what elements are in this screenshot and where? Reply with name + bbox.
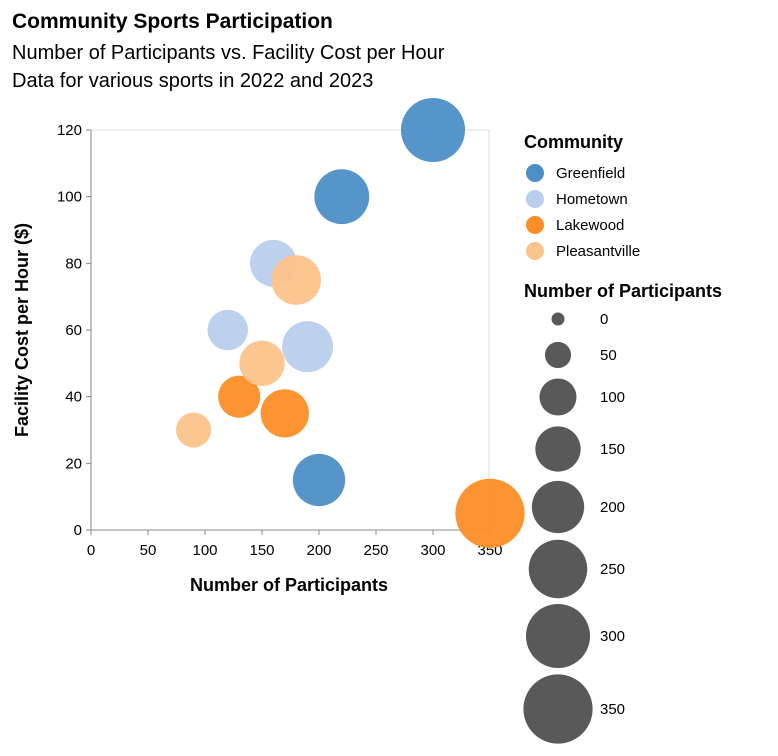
- chart-subtitle-line-1: Number of Participants vs. Facility Cost…: [12, 42, 445, 64]
- y-tick-label: 60: [65, 322, 82, 339]
- size-legend-symbol: [544, 341, 572, 369]
- point-lakewood: [455, 478, 525, 548]
- legend-label-hometown: Hometown: [556, 191, 628, 208]
- chart-subtitle-line-2: Data for various sports in 2022 and 2023: [12, 70, 373, 92]
- size-legend-label: 350: [600, 701, 625, 718]
- size-legend-label: 150: [600, 441, 625, 458]
- size-legend: 0 50 100 150 200 250 300 350: [523, 311, 625, 744]
- legend-swatch-greenfield: [526, 164, 544, 182]
- y-tick-label: 120: [57, 122, 82, 139]
- size-legend-symbol: [525, 603, 591, 669]
- x-tick-label: 250: [363, 542, 388, 559]
- legend-swatch-hometown: [526, 190, 544, 208]
- y-axis-title: Facility Cost per Hour ($): [12, 223, 32, 437]
- point-lakewood: [260, 389, 309, 438]
- color-legend-title: Community: [524, 132, 623, 152]
- size-legend-symbol: [535, 426, 581, 472]
- x-tick-label: 150: [249, 542, 274, 559]
- size-legend-symbol: [551, 312, 565, 326]
- chart-title: Community Sports Participation: [12, 10, 333, 33]
- y-tick-label: 20: [65, 455, 82, 472]
- y-tick-label: 40: [65, 389, 82, 406]
- point-pleasantville: [176, 412, 212, 448]
- x-tick-label: 200: [306, 542, 331, 559]
- point-greenfield: [292, 453, 346, 507]
- x-tick-label: 0: [87, 542, 95, 559]
- legend-label-pleasantville: Pleasantville: [556, 243, 640, 260]
- x-tick-label: 100: [192, 542, 217, 559]
- y-axis: 0 20 40 60 80 100 120: [57, 122, 92, 539]
- color-legend: Greenfield Hometown Lakewood Pleasantville: [526, 164, 640, 260]
- size-legend-label: 50: [600, 347, 617, 364]
- size-legend-label: 300: [600, 628, 625, 645]
- point-pleasantville: [239, 340, 285, 386]
- y-tick-label: 80: [65, 255, 82, 272]
- x-axis: 0 50 100 150 200 250 300 350: [87, 529, 503, 559]
- size-legend-symbol: [528, 539, 588, 599]
- legend-label-greenfield: Greenfield: [556, 165, 625, 182]
- x-axis-title: Number of Participants: [190, 575, 388, 595]
- point-pleasantville: [271, 255, 322, 305]
- point-hometown: [207, 309, 249, 351]
- legend-swatch-lakewood: [526, 216, 544, 234]
- size-legend-title: Number of Participants: [524, 281, 722, 301]
- point-lakewood: [218, 375, 261, 418]
- size-legend-label: 100: [600, 389, 625, 406]
- size-legend-label: 200: [600, 499, 625, 516]
- data-points: [176, 97, 525, 548]
- point-greenfield: [400, 97, 466, 163]
- x-tick-label: 300: [420, 542, 445, 559]
- size-legend-symbol: [523, 674, 593, 744]
- y-tick-label: 100: [57, 189, 82, 206]
- legend-swatch-pleasantville: [526, 242, 544, 260]
- point-hometown: [282, 321, 334, 373]
- size-legend-symbol: [539, 378, 577, 416]
- size-legend-label: 0: [600, 311, 608, 328]
- legend-label-lakewood: Lakewood: [556, 217, 624, 234]
- y-tick-label: 0: [74, 522, 82, 539]
- size-legend-label: 250: [600, 561, 625, 578]
- x-tick-label: 50: [140, 542, 157, 559]
- point-greenfield: [314, 169, 370, 225]
- size-legend-symbol: [531, 480, 585, 534]
